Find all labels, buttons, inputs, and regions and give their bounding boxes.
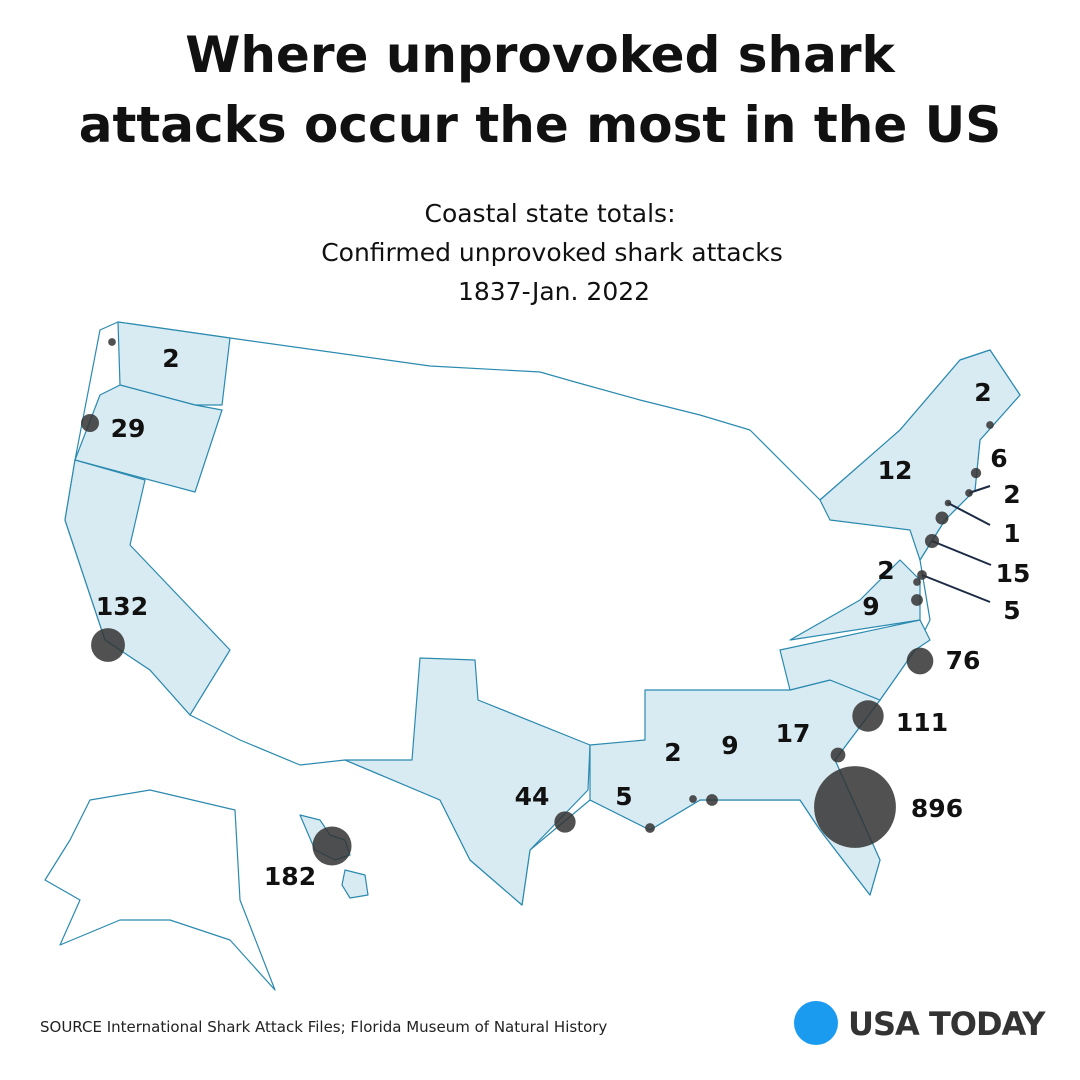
map: [44, 321, 1021, 991]
subtitle-line: 1837-Jan. 2022: [458, 277, 650, 306]
value-label: 6: [990, 444, 1007, 473]
value-label: 2: [162, 344, 179, 373]
source: SOURCE International Shark Attack Files;…: [40, 1018, 607, 1036]
value-label: 111: [896, 708, 948, 737]
value-label: 132: [96, 592, 148, 621]
leader-line: [921, 574, 991, 603]
value-label: 1: [1003, 519, 1020, 548]
logo: USA TODAY: [848, 1005, 1046, 1043]
bubble: [108, 338, 116, 346]
bubble: [924, 533, 940, 549]
value-label: 5: [615, 782, 632, 811]
bubble: [986, 421, 994, 429]
bubble: [312, 826, 352, 866]
subtitle-line: Coastal state totals:: [424, 199, 675, 228]
bubble: [91, 628, 125, 662]
bubble: [944, 499, 952, 507]
value-label: 44: [515, 782, 550, 811]
value-label: 2: [664, 738, 681, 767]
state: [589, 679, 881, 896]
bubble: [935, 511, 949, 525]
state: [779, 619, 931, 701]
subtitle-line: Confirmed unprovoked shark attacks: [321, 238, 783, 267]
value-label: 2: [877, 556, 894, 585]
bubble: [911, 594, 923, 606]
state: [819, 349, 1021, 561]
value-label: 29: [111, 414, 146, 443]
bubble: [917, 570, 927, 580]
bubble: [554, 811, 576, 833]
title-line: attacks occur the most in the US: [79, 96, 1002, 154]
state: [341, 869, 369, 899]
state: [344, 657, 591, 906]
leader-line: [931, 540, 992, 566]
leader-line: [947, 502, 991, 526]
logo-dot: [794, 1001, 838, 1045]
value-label: 182: [264, 862, 316, 891]
value-label: 17: [776, 719, 811, 748]
bubble: [852, 700, 884, 732]
bubble: [970, 467, 982, 479]
state: [64, 459, 231, 716]
state: [789, 559, 921, 641]
bubble: [965, 489, 973, 497]
bubble: [706, 794, 718, 806]
value-label: 2: [1003, 480, 1020, 509]
value-label: 9: [862, 592, 879, 621]
value-label: 9: [721, 731, 738, 760]
bubble: [814, 766, 896, 848]
bubble: [913, 578, 921, 586]
bubble: [80, 413, 100, 433]
value-label: 76: [946, 646, 981, 675]
bubble: [689, 795, 697, 803]
bubble: [906, 647, 934, 675]
value-label: 2: [974, 378, 991, 407]
value-label: 15: [996, 559, 1031, 588]
value-label: 896: [911, 794, 963, 823]
bubble: [830, 747, 846, 763]
value-label: 12: [878, 456, 913, 485]
title-line: Where unprovoked shark: [185, 26, 896, 84]
value-label: 5: [1003, 596, 1020, 625]
alaska: [44, 789, 276, 991]
bubble: [645, 823, 655, 833]
state: [117, 321, 231, 406]
